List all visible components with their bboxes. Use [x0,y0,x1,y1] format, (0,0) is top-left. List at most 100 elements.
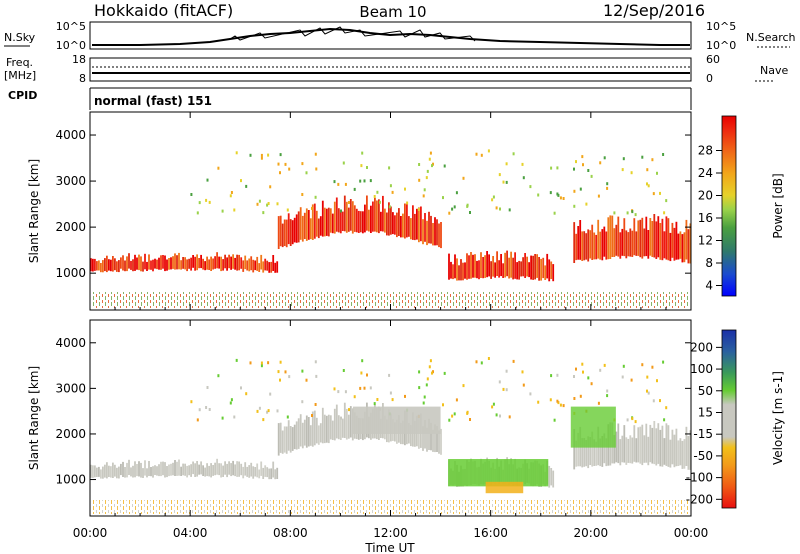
power-echo-column [218,256,220,269]
velocity-scatter-echo [366,373,368,377]
x-tick-label: 16:00 [473,526,508,540]
power-echo-column [214,256,216,269]
power-echo-column [506,250,508,277]
power-scatter-echo [208,200,211,204]
power-echo-column [262,261,265,273]
power-echo-column [518,260,520,280]
power-echo-column [106,255,108,273]
power-scatter-echo [487,149,490,153]
velocity-scatter-echo [641,363,644,367]
power-scatter-echo [221,209,224,213]
power-echo-column [337,208,340,233]
power-echo-column [124,260,126,272]
power-scatter-echo [344,182,347,186]
velocity-scatter-echo [288,375,291,379]
power-scatter-echo [647,184,650,188]
velocity-echo-column [603,433,606,464]
power-echo-column [388,202,390,236]
power-echo-column [390,206,392,235]
velocity-scatter-echo [235,358,238,362]
power-echo-column [575,233,578,261]
velocity-scatter-echo [337,390,340,394]
power-scatter-echo [630,171,633,175]
power-scatter-echo [240,179,242,183]
velocity-echo-column [291,427,294,451]
velocity-echo-column [92,465,94,478]
power-echo-column [216,252,218,269]
velocity-echo-column [154,465,156,475]
velocity-scatter-echo [245,392,248,396]
velocity-echo-column [595,441,598,466]
power-echo-column [176,255,178,270]
power-echo-column [156,259,158,270]
power-echo-column [603,226,606,257]
power-echo-column [611,215,614,257]
velocity-echo-column [188,465,190,476]
velocity-scatter-echo [575,367,577,371]
velocity-scatter-echo [549,398,552,402]
velocity-scatter-echo [492,402,495,406]
power-echo-column [321,200,324,237]
power-ytick-label: 3000 [55,174,86,188]
power-echo-column [323,207,326,237]
nsearch-label: N.Search [746,31,796,44]
power-echo-column [297,211,300,243]
velocity-scatter-echo [301,400,304,404]
velocity-echo-column [351,408,354,441]
power-echo-column [396,212,398,238]
power-echo-column [542,257,545,279]
velocity-scatter-echo [505,388,508,392]
nave-tick-bottom: 0 [706,72,713,85]
power-echo-column [98,260,100,271]
velocity-echo-column [252,466,255,479]
power-echo-column [372,201,374,232]
power-scatter-echo [582,163,584,167]
velocity-scatter-echo [422,401,425,405]
power-echo-column [224,254,226,269]
power-scatter-echo [373,195,376,198]
power-echo-column [671,222,674,258]
velocity-scatter-echo [590,382,593,386]
velocity-echo-column [613,435,616,464]
power-echo-column [148,254,150,270]
power-echo-column [144,253,146,270]
velocity-scatter-echo [562,404,565,408]
velocity-echo-column [180,466,182,476]
velocity-echo-column [226,463,228,478]
power-echo-column [351,201,354,234]
velocity-echo-column [162,461,164,476]
power-echo-column [619,232,622,259]
velocity-echo-column [96,467,98,477]
velocity-echo-column [184,463,186,476]
power-scatter-echo [404,187,406,191]
power-echo-column [96,261,98,271]
velocity-echo-column [260,461,263,476]
power-scatter-echo [651,158,654,162]
power-echo-column [309,218,312,240]
power-scatter-echo [634,213,637,217]
power-echo-column [534,254,536,280]
power-scatter-echo [391,190,394,194]
velocity-echo-column [631,437,634,464]
x-tick-label: 08:00 [273,526,308,540]
power-echo-column [685,219,688,260]
velocity-echo-column [212,465,214,476]
power-scatter-echo [499,207,501,211]
velocity-echo-column [196,461,198,477]
power-echo-column [264,258,267,271]
power-echo-column [478,260,480,280]
power-echo-column [102,260,104,273]
power-echo-column [663,231,666,259]
velocity-echo-column [343,402,346,438]
power-echo-column [258,263,261,272]
velocity-echo-column [110,466,112,478]
power-scatter-echo [260,156,263,160]
velocity-scatter-echo [553,418,556,422]
power-echo-column [514,252,516,279]
velocity-scatter-echo [260,361,263,365]
velocity-scatter-echo [631,417,634,421]
power-scatter-echo [305,171,308,175]
velocity-scatter-echo [198,408,201,412]
velocity-scatter-echo [606,389,609,393]
power-echo-column [152,259,154,272]
